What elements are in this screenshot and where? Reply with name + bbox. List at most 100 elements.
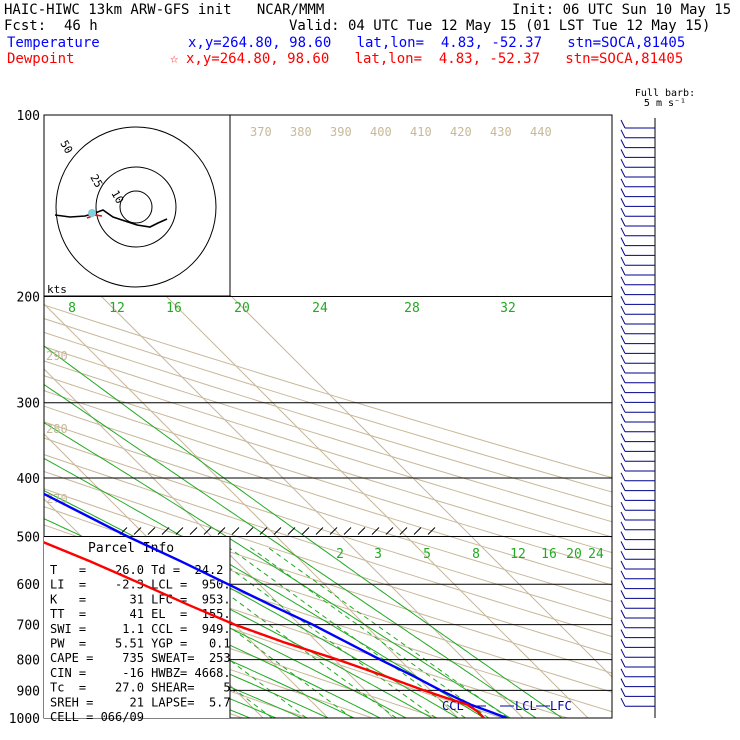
freezing-hatch [427,527,436,535]
freezing-hatch [343,527,352,535]
header-fcst-value: 46 h [64,18,98,34]
wind-barb-flag [620,149,626,158]
wind-barb-flag [620,609,626,619]
parcel-info-background [44,537,230,718]
hodograph-frame [43,114,231,297]
wind-barb-flag [620,286,626,295]
theta-e-label: 28 [404,301,420,316]
wind-barb-flag [620,315,626,325]
freezing-hatch [413,527,422,535]
theta-left-label: 290 [46,349,68,363]
wind-barb-flag [620,580,626,589]
wind-barb-flag [620,394,626,403]
wind-barb-flag [620,335,626,344]
freezing-hatch [203,527,212,535]
wind-barb-flag [620,531,626,540]
mixing-ratio-label: 2 [336,547,344,562]
mixing-ratio-label: 12 [510,547,526,562]
mixing-ratio-label: 24 [588,547,604,562]
parcel-info-row: CIN = -16 HWBZ= 4668. [50,666,231,680]
freezing-hatch [133,527,142,535]
freezing-hatch [329,527,338,535]
wind-barb-flag [620,639,626,648]
wind-barb-flag [620,688,626,697]
parcel-info-row: PW = 5.51 YGP = 0.1 [50,637,231,651]
theta-label: 440 [530,125,552,139]
mixing-ratio-label: 20 [566,547,582,562]
wind-barb-flag [620,599,626,609]
theta-label: 430 [490,125,512,139]
dry-adiabat-line [44,437,612,620]
hodograph-ring-label: 50 [57,138,75,156]
wind-barb-flag [620,403,626,413]
parcel-info-row: Tc = 27.0 SHEAR= 5. [50,681,238,695]
wind-barb-flag [620,374,626,384]
moist-adiabat-line [44,383,537,718]
hodograph-ring [55,126,217,288]
dry-adiabat-line [44,346,612,523]
moist-adiabat-line [44,345,563,718]
pressure-tick-label: 200 [17,291,40,306]
hodograph-units: kts [47,283,67,296]
freezing-hatch [273,527,282,535]
freezing-hatch [301,527,310,535]
wind-barb-flag [620,305,626,315]
sounding-series: EL [44,492,508,718]
wind-barb-flag [620,570,626,580]
pressure-tick-label: 300 [17,397,40,412]
moist-adiabat-line [44,580,355,718]
parcel-info-row: CAPE = 735 SWEAT= 253 [50,651,231,665]
freezing-hatch [399,527,408,535]
star-icon: ☆ [170,51,179,67]
pressure-tick-label: 700 [17,619,40,634]
wind-barb-flag [620,384,626,393]
moist-adiabat-line [44,596,329,718]
dry-adiabat-line [44,488,612,674]
wind-barb-flag [620,413,626,423]
pressure-tick-label: 500 [17,530,40,545]
wind-barb-flag [620,433,626,442]
mixing-ratio-line [248,546,489,718]
wind-barb-flag [620,472,626,482]
hodograph-ring-label: 10 [108,188,126,206]
wind-barb-flag [620,619,626,629]
wind-barb-flag [620,247,626,256]
wind-barb-flag [620,501,626,511]
wind-barb-flag [620,452,626,462]
temperature-legend-label: Temperature [7,35,100,51]
wind-barb-flag [620,678,626,687]
theta-label: 390 [330,125,352,139]
wind-barb-flag [620,129,626,139]
wind-barb-flag [620,207,626,217]
chart-labels: -80-70-60-50-40-30-20-100102030403703803… [46,88,695,713]
freezing-hatch [287,527,296,535]
wind-barb-flag [620,521,626,531]
wind-barb-flag [620,560,626,570]
parcel-info-row: SWI = 1.1 CCL = 949. [50,622,231,636]
wind-barb-flag [620,325,626,335]
pressure-tick-label: 900 [17,684,40,699]
parcel-info-row: SREH = 21 LAPSE= 5.7 [50,695,231,709]
barb-legend-line1: Full barb: [635,88,695,99]
freezing-hatch [357,527,366,535]
dry-adiabat-line [44,582,438,718]
wind-barb-flag [620,443,626,452]
dry-adiabat-line [44,405,612,586]
wind-barb-flag [620,217,626,227]
parcel-level-label: LFC [550,699,572,713]
theta-e-label: 16 [166,301,182,316]
mixing-ratio-label: 16 [541,547,557,562]
dry-adiabat-line [44,470,612,656]
pressure-tick-label: 100 [17,109,40,124]
parcel-info-title: Parcel Info [88,541,174,556]
wind-barb-flag [620,237,626,246]
isotherm-line [44,238,524,718]
wind-barb-flag [620,697,626,707]
parcel-level-label: LCL [515,699,537,713]
dewpoint-profile-line [44,541,485,718]
wind-barb-flag [620,256,626,266]
freezing-hatch [385,527,394,535]
wind-barb-flag [620,227,626,237]
mixing-ratio-label: 8 [472,547,480,562]
